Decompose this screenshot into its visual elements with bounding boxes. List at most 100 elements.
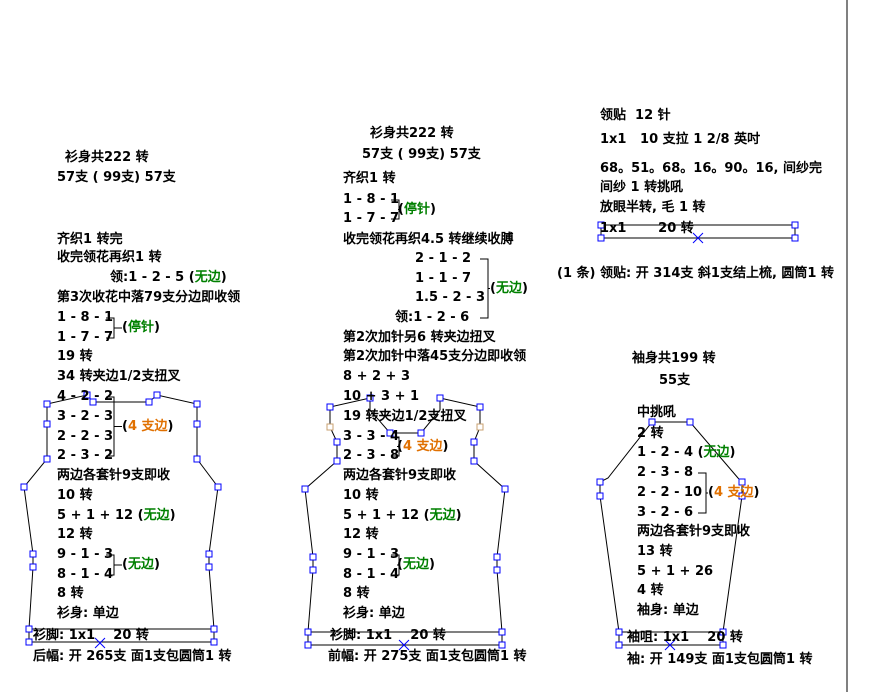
vertex-handle[interactable] [43,455,51,463]
vertex-handle[interactable] [210,625,218,633]
vertex-handle[interactable] [791,221,799,229]
vertex-handle[interactable] [214,483,222,491]
vertex-handle[interactable] [719,641,727,649]
vertex-handle[interactable] [333,457,341,465]
vertex-handle[interactable] [326,403,334,411]
vertex-handle[interactable] [153,391,161,399]
vertex-handle[interactable] [791,234,799,242]
line-text: 2 - 2 - 3 [57,429,114,444]
vertex-handle[interactable] [301,485,309,493]
vertex-handle[interactable] [470,457,478,465]
vertex-handle[interactable] [89,398,97,406]
vertex-handle[interactable] [686,418,694,426]
back-instruction-line: 9 - 1 - 3 [57,546,113,564]
vertex-handle[interactable] [498,628,506,636]
collar-instruction-line: 1x1 10 支拉 1 2/8 英吋 [600,131,760,149]
sleeve-instruction-line: 2 转 [637,425,664,443]
center-cross-marker[interactable] [94,637,106,649]
line-text: 1 - 7 - 7 [343,211,400,226]
vertex-handle[interactable] [304,628,312,636]
sleeve-instruction-line: 中挑吼 [637,404,676,422]
vertex-handle[interactable] [25,625,33,633]
bracket-note: 无边 [490,280,528,298]
vertex-handle[interactable] [417,429,425,437]
vertex-handle[interactable] [193,420,201,428]
front-instruction-line: 1 - 1 - 7 [415,270,471,288]
line-text: 2 - 2 - 10 [637,485,703,500]
front-instruction-line: 57支 ( 99支) 57支 [362,146,481,164]
center-cross-marker[interactable] [692,232,704,244]
vertex-handle[interactable] [719,628,727,636]
bracket-note: 无边 [122,556,160,574]
vertex-handle[interactable] [210,638,218,646]
back-instruction-line: 57支 ( 99支) 57支 [57,169,176,187]
line-text: 袖咀: 1x1 20 转 [627,630,743,645]
vertex-handle[interactable] [193,455,201,463]
front-instruction-line: 领:1 - 2 - 6 [395,309,469,327]
line-text: 齐织1 转 [343,171,396,186]
vertex-handle[interactable] [366,394,374,402]
vertex-handle[interactable] [205,550,213,558]
line-text: 2 - 3 - 8 [343,448,400,463]
vertex-handle[interactable] [83,391,91,399]
line-text: 后幅: 开 265支 面1支包圆筒1 转 [33,649,232,664]
front-instruction-line: 19 转夹边1/2支扭叉 [343,408,466,426]
vertex-handle[interactable] [309,566,317,574]
back-instruction-line: 1 - 8 - 1 [57,309,113,327]
vertex-handle[interactable] [476,423,484,431]
line-text: 12 转 [57,527,93,542]
line-text: (1 条) 领贴: 开 314支 斜1支结上梳, 圆筒1 转 [557,266,834,281]
vertex-handle[interactable] [205,563,213,571]
vertex-handle[interactable] [309,553,317,561]
front-piece-outline [304,397,506,633]
vertex-handle[interactable] [333,438,341,446]
vertex-handle[interactable] [597,221,605,229]
line-text: 领:1 - 2 - 5 [110,270,189,285]
vertex-handle[interactable] [597,234,605,242]
back-instruction-line: 8 转 [57,585,84,603]
vertex-handle[interactable] [20,483,28,491]
line-text: 4 - 2 - 2 [57,389,114,404]
line-text: 1 - 8 - 1 [343,192,400,207]
sleeve-instruction-line: 2 - 3 - 8 [637,464,693,482]
front-instruction-line: 两边各套针9支即收 [343,467,456,485]
vertex-handle[interactable] [493,566,501,574]
line-text: 两边各套针9支即收 [637,524,751,539]
vertex-handle[interactable] [648,418,656,426]
back-instruction-line: 5 + 1 + 12 无边 [57,507,176,525]
vertex-handle[interactable] [615,641,623,649]
vertex-handle[interactable] [498,641,506,649]
vertex-handle[interactable] [145,398,153,406]
back-instruction-line: 领:1 - 2 - 5 无边 [110,269,227,287]
line-text: 12 转 [343,527,379,542]
collar-instruction-line: 68。51。68。16。90。16, 间纱完 [600,160,822,178]
vertex-handle[interactable] [193,400,201,408]
line-text: 10 转 [57,488,93,503]
vertex-handle[interactable] [615,628,623,636]
back-instruction-line: 4 - 2 - 2 [57,388,113,406]
line-text: 8 - 1 - 4 [57,567,114,582]
back-instruction-line: 34 转夹边1/2支扭叉 [57,368,180,386]
vertex-handle[interactable] [43,400,51,408]
vertex-handle[interactable] [476,403,484,411]
center-cross-marker[interactable] [398,639,410,651]
vertex-handle[interactable] [386,429,394,437]
line-text: 2 - 1 - 2 [415,251,472,266]
vertex-handle[interactable] [304,641,312,649]
center-cross-marker[interactable] [664,639,676,651]
vertex-handle[interactable] [43,420,51,428]
sleeve-instruction-line: 1 - 2 - 4 无边 [637,444,735,462]
vertex-handle[interactable] [29,563,37,571]
vertex-handle[interactable] [25,638,33,646]
vertex-handle[interactable] [29,550,37,558]
vertex-handle[interactable] [326,423,334,431]
vertex-handle[interactable] [501,485,509,493]
line-text: 3 - 3 - 4 [343,429,400,444]
vertex-handle[interactable] [470,438,478,446]
vertex-handle[interactable] [493,553,501,561]
vertex-handle[interactable] [596,478,604,486]
vertex-handle[interactable] [436,394,444,402]
vertex-handle[interactable] [596,492,604,500]
front-instruction-line: 前幅: 开 275支 面1支包圆筒1 转 [328,648,527,666]
